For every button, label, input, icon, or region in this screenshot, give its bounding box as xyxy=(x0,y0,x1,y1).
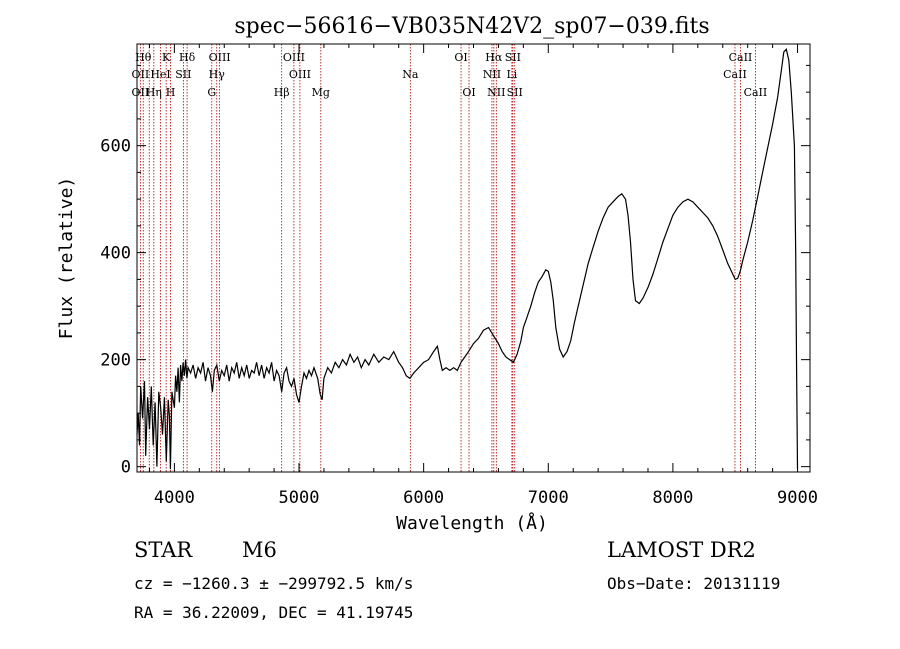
line-label: Hβ xyxy=(274,86,290,99)
plot-frame xyxy=(136,43,811,473)
line-label: NII xyxy=(487,86,505,99)
line-label: Na xyxy=(402,68,419,81)
x-tick-label: 6000 xyxy=(403,488,444,508)
x-tick-label: 5000 xyxy=(279,488,320,508)
line-label: SII xyxy=(175,68,191,81)
line-label: CaII xyxy=(744,86,768,99)
x-tick-label: 8000 xyxy=(652,488,693,508)
line-label: SII xyxy=(507,86,523,99)
obs-date: Obs−Date: 20131119 xyxy=(607,574,781,593)
line-label: H xyxy=(166,86,176,99)
line-label: Hθ xyxy=(135,51,152,64)
y-tick-label: 200 xyxy=(100,351,131,371)
line-label: OII xyxy=(132,68,150,81)
line-label: K xyxy=(162,51,171,64)
line-label: Li xyxy=(506,68,517,81)
x-tick-label: 9000 xyxy=(777,488,818,508)
spectrum-line xyxy=(136,48,799,470)
ra-dec-text: RA = 36.22009, DEC = 41.19745 xyxy=(134,603,414,622)
y-axis-ticks: 0 200 400 600 xyxy=(100,64,810,478)
x-axis-ticks: 4000 5000 6000 7000 8000 9000 xyxy=(148,44,818,508)
chart-title: spec−56616−VB035N42V2_sp07−039.fits xyxy=(234,14,709,39)
line-label: Hη xyxy=(146,86,162,99)
line-label: NII xyxy=(483,68,501,81)
y-tick-label: 0 xyxy=(121,458,131,478)
y-axis-label: Flux (relative) xyxy=(56,177,77,340)
line-label: OIII xyxy=(209,51,231,64)
y-tick-label: 400 xyxy=(100,244,131,264)
survey-label: LAMOST DR2 xyxy=(607,538,756,562)
line-label: OI xyxy=(462,86,475,99)
line-label: CaII xyxy=(723,68,747,81)
emission-lines xyxy=(139,44,756,472)
object-subclass: M6 xyxy=(242,538,277,562)
line-label: HeI xyxy=(150,68,170,81)
redshift-text: cz = −1260.3 ± −299792.5 km/s xyxy=(134,574,414,593)
line-label: OIII xyxy=(283,51,305,64)
line-label: OI xyxy=(454,51,467,64)
line-label: OIII xyxy=(289,68,311,81)
line-label: Hδ xyxy=(179,51,196,64)
x-tick-label: 4000 xyxy=(154,488,195,508)
line-label: G xyxy=(207,86,216,99)
line-label: CaII xyxy=(729,51,753,64)
x-axis-label: Wavelength (Å) xyxy=(396,512,548,534)
line-label: Hα xyxy=(485,51,503,64)
line-label: SII xyxy=(505,51,521,64)
line-label: Mg xyxy=(312,86,330,99)
x-tick-label: 7000 xyxy=(528,488,569,508)
line-label: Hγ xyxy=(209,68,226,81)
object-class: STAR xyxy=(134,538,193,562)
y-tick-label: 600 xyxy=(100,137,131,157)
